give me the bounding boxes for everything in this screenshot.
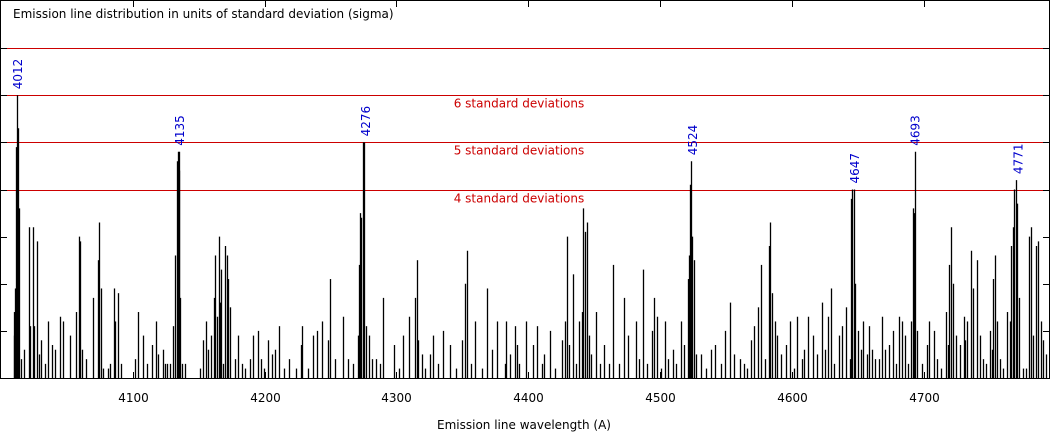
threshold-label-5: 5 standard deviations xyxy=(454,144,585,158)
x-tick-label: 4500 xyxy=(645,391,676,405)
peak-label-4524: 4524 xyxy=(686,125,700,156)
peak-label-4647: 4647 xyxy=(848,153,862,184)
x-tick-label: 4600 xyxy=(777,391,808,405)
x-axis-label: Emission line wavelength (A) xyxy=(437,418,611,432)
x-tick-label: 4100 xyxy=(118,391,149,405)
threshold-label-4: 4 standard deviations xyxy=(454,192,585,206)
peak-label-4771: 4771 xyxy=(1011,144,1025,175)
peak-label-4693: 4693 xyxy=(909,115,923,146)
x-tick-label: 4400 xyxy=(513,391,544,405)
peak-label-4135: 4135 xyxy=(173,115,187,146)
peak-label-4276: 4276 xyxy=(359,106,373,137)
x-tick-label: 4300 xyxy=(381,391,412,405)
x-tick-label: 4700 xyxy=(909,391,940,405)
chart-title: Emission line distribution in units of s… xyxy=(13,7,394,21)
peak-label-4012: 4012 xyxy=(11,59,25,90)
chart-axes: 4100 4200 4300 4400 4500 4600 4700 xyxy=(0,0,1050,405)
threshold-label-6: 6 standard deviations xyxy=(454,97,585,111)
x-tick-label: 4200 xyxy=(250,391,281,405)
emission-bars xyxy=(13,95,1048,378)
threshold-lines: 6 standard deviations 5 standard deviatio… xyxy=(1,48,1049,206)
peak-labels: 4012 4135 4276 4524 4647 4693 4771 xyxy=(11,59,1026,184)
